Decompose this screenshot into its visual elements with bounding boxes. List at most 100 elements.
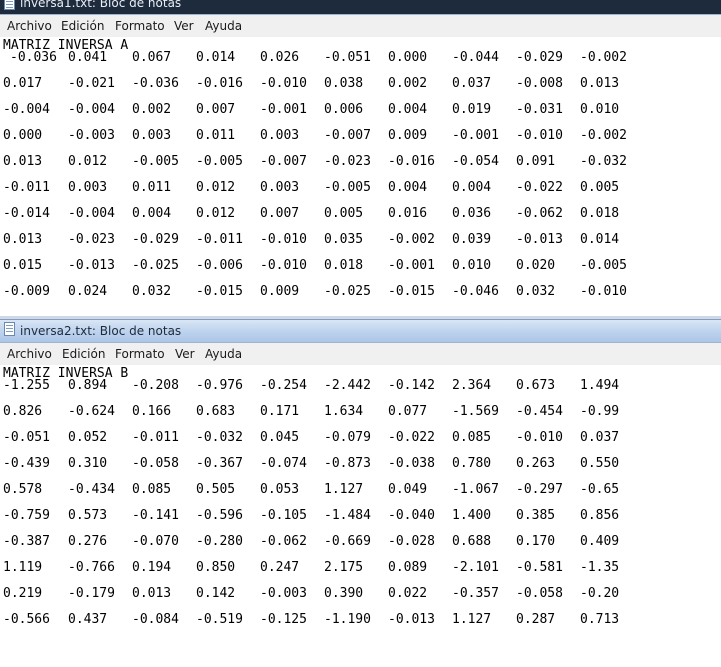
matrix-heading: MATRIZ INVERSA B	[3, 366, 129, 381]
matrix-cell: 0.780	[452, 456, 492, 471]
matrix-cell: -0.022	[516, 180, 563, 195]
matrix-cell: 1.400	[452, 508, 492, 523]
matrix-cell: 0.089	[388, 560, 428, 575]
matrix-cell: -0.002	[580, 128, 627, 143]
matrix-cell: 0.018	[580, 206, 620, 221]
matrix-cell: -0.005	[196, 154, 243, 169]
matrix-cell: -0.011	[3, 180, 50, 195]
matrix-cell: 0.170	[516, 534, 556, 549]
matrix-cell: -1.569	[452, 404, 499, 419]
matrix-cell: -0.036	[10, 50, 57, 65]
menu-archivo[interactable]: Archivo	[7, 19, 52, 33]
menu-ayuda[interactable]: Ayuda	[205, 347, 243, 361]
matrix-cell: 0.009	[388, 128, 428, 143]
matrix-cell: 0.026	[260, 50, 300, 65]
matrix-cell: -0.016	[388, 154, 435, 169]
matrix-cell: -0.004	[68, 206, 115, 221]
matrix-cell: -0.439	[3, 456, 50, 471]
matrix-cell: -0.434	[68, 482, 115, 497]
matrix-cell: -1.067	[452, 482, 499, 497]
menu-archivo[interactable]: Archivo	[7, 347, 52, 361]
matrix-cell: -0.581	[516, 560, 563, 575]
matrix-cell: -0.105	[260, 508, 307, 523]
menu-formato[interactable]: Formato	[115, 347, 165, 361]
matrix-cell: 0.194	[132, 560, 172, 575]
menu-ver[interactable]: Ver	[174, 19, 194, 33]
matrix-cell: -0.624	[68, 404, 115, 419]
matrix-cell: 0.826	[3, 404, 43, 419]
matrix-cell: 0.016	[388, 206, 428, 221]
matrix-cell: -0.454	[516, 404, 563, 419]
matrix-cell: -0.65	[580, 482, 620, 497]
matrix-cell: -0.036	[132, 76, 179, 91]
matrix-cell: -2.442	[324, 378, 371, 393]
matrix-cell: -0.297	[516, 482, 563, 497]
matrix-cell: -0.058	[516, 586, 563, 601]
matrix-cell: 0.077	[388, 404, 428, 419]
matrix-cell: -0.025	[132, 258, 179, 273]
matrix-cell: -0.010	[260, 76, 307, 91]
matrix-cell: -0.010	[516, 128, 563, 143]
matrix-cell: -0.046	[452, 284, 499, 299]
matrix-cell: 0.019	[452, 102, 492, 117]
matrix-cell: -0.054	[452, 154, 499, 169]
matrix-cell: 0.409	[580, 534, 620, 549]
matrix-cell: 0.012	[196, 206, 236, 221]
menu-edicion[interactable]: Edición	[61, 19, 105, 33]
window-title: inversa2.txt: Bloc de notas	[20, 324, 182, 338]
menu-bar: Archivo Edición Formato Ver Ayuda	[0, 15, 721, 38]
matrix-cell: 0.014	[580, 232, 620, 247]
matrix-cell: 0.003	[68, 180, 108, 195]
matrix-cell: -0.015	[388, 284, 435, 299]
menu-ver[interactable]: Ver	[175, 347, 195, 361]
matrix-cell: 0.037	[452, 76, 492, 91]
matrix-cell: 0.004	[388, 102, 428, 117]
matrix-cell: 0.276	[68, 534, 108, 549]
matrix-cell: 0.505	[196, 482, 236, 497]
matrix-cell: 0.004	[132, 206, 172, 221]
matrix-cell: 0.850	[196, 560, 236, 575]
matrix-cell: 0.310	[68, 456, 108, 471]
matrix-cell: -0.010	[260, 258, 307, 273]
matrix-cell: 0.012	[196, 180, 236, 195]
matrix-cell: -2.101	[452, 560, 499, 575]
menu-formato[interactable]: Formato	[115, 19, 165, 33]
matrix-cell: -0.254	[260, 378, 307, 393]
matrix-cell: -0.004	[3, 102, 50, 117]
matrix-cell: 0.263	[516, 456, 556, 471]
matrix-cell: -0.009	[3, 284, 50, 299]
matrix-cell: 0.013	[132, 586, 172, 601]
menu-edicion[interactable]: Edición	[62, 347, 106, 361]
matrix-cell: 0.020	[516, 258, 556, 273]
matrix-cell: -0.005	[580, 258, 627, 273]
matrix-cell: 0.247	[260, 560, 300, 575]
menu-ayuda[interactable]: Ayuda	[205, 19, 243, 33]
matrix-cell: -0.021	[68, 76, 115, 91]
matrix-cell: -0.058	[132, 456, 179, 471]
matrix-cell: -0.142	[388, 378, 435, 393]
matrix-cell: 0.673	[516, 378, 556, 393]
matrix-cell: 0.067	[132, 50, 172, 65]
matrix-cell: 0.006	[324, 102, 364, 117]
matrix-cell: 0.011	[196, 128, 236, 143]
matrix-cell: -0.010	[516, 430, 563, 445]
matrix-cell: 0.437	[68, 612, 108, 627]
matrix-cell: -0.028	[388, 534, 435, 549]
matrix-cell: 0.550	[580, 456, 620, 471]
text-editor-area[interactable]: MATRIZ INVERSA A -0.036 0.041 0.067 0.014 0.…	[0, 37, 721, 316]
matrix-cell: 0.003	[132, 128, 172, 143]
matrix-cell: -1.35	[580, 560, 620, 575]
text-editor-area[interactable]: MATRIZ INVERSA B -1.255 0.894 -0.208 -0.976…	[0, 365, 721, 667]
title-bar[interactable]: inversa1.txt: Bloc de notas	[0, 0, 721, 15]
matrix-cell: 0.385	[516, 508, 556, 523]
matrix-cell: 0.085	[132, 482, 172, 497]
matrix-cell: -0.367	[196, 456, 243, 471]
title-bar[interactable]: inversa2.txt: Bloc de notas	[0, 320, 721, 343]
matrix-cell: 0.032	[132, 284, 172, 299]
matrix-cell: 0.014	[196, 50, 236, 65]
matrix-cell: -1.190	[324, 612, 371, 627]
matrix-cell: -0.004	[68, 102, 115, 117]
matrix-cell: -0.125	[260, 612, 307, 627]
matrix-cell: 0.002	[132, 102, 172, 117]
menu-bar: Archivo Edición Formato Ver Ayuda	[0, 343, 721, 366]
